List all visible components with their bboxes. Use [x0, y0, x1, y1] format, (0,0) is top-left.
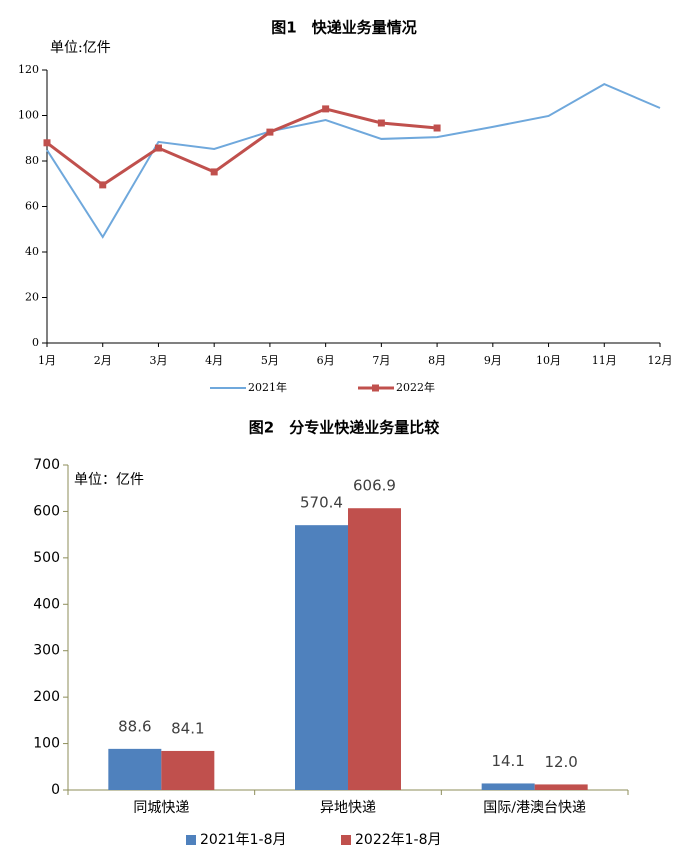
- legend-swatch: [341, 835, 351, 845]
- x-tick-label: 11月: [592, 354, 617, 367]
- x-tick-label: 5月: [261, 354, 279, 367]
- x-tick-label: 12月: [648, 354, 673, 367]
- chart-title: 图1 快递业务量情况: [271, 19, 416, 37]
- y-tick-label: 600: [33, 503, 60, 519]
- y-tick-label: 100: [33, 736, 60, 752]
- y-tick-label: 400: [33, 596, 60, 612]
- y-tick-label: 60: [25, 200, 39, 213]
- bar: [161, 750, 215, 790]
- x-tick-label: 国际/港澳台快递: [483, 800, 586, 816]
- legend-marker: [372, 384, 379, 392]
- value-label: 14.1: [491, 752, 524, 770]
- x-tick-label: 同城快递: [133, 800, 189, 816]
- legend-swatch: [186, 835, 196, 845]
- point: [154, 144, 162, 152]
- y-tick-label: 300: [33, 643, 60, 659]
- y-tick-label: 100: [18, 109, 39, 122]
- x-tick-label: 2月: [94, 354, 112, 367]
- x-tick-label: 10月: [536, 354, 561, 367]
- y-tick-label: 120: [18, 63, 39, 76]
- chart-title: 图2 分专业快递业务量比较: [249, 419, 439, 437]
- bar: [534, 784, 588, 790]
- point: [322, 105, 330, 113]
- point: [43, 139, 51, 147]
- value-label: 84.1: [171, 719, 204, 737]
- bar: [108, 748, 162, 790]
- value-label: 88.6: [118, 717, 151, 735]
- point: [433, 124, 441, 132]
- point: [210, 168, 218, 176]
- x-tick-label: 7月: [372, 354, 390, 367]
- bar: [295, 525, 348, 790]
- y-tick-label: 500: [33, 550, 60, 566]
- line-series: [46, 107, 438, 187]
- point: [377, 119, 385, 127]
- line-series: [46, 82, 661, 239]
- x-tick-label: 4月: [205, 354, 223, 367]
- x-tick-label: 8月: [428, 354, 446, 367]
- value-label: 12.0: [544, 753, 577, 771]
- legend-label: 2022年: [396, 380, 435, 394]
- x-tick-label: 6月: [317, 354, 335, 367]
- legend-label: 2021年: [248, 380, 287, 394]
- x-tick-label: 9月: [484, 354, 502, 367]
- x-tick-label: 异地快递: [320, 800, 376, 816]
- legend-label: 2021年1-8月: [200, 832, 287, 848]
- y-tick-label: 40: [25, 245, 39, 258]
- x-tick-label: 3月: [149, 354, 167, 367]
- y-tick-label: 20: [25, 291, 39, 304]
- point: [99, 181, 107, 189]
- bar: [481, 783, 535, 790]
- y-tick-label: 80: [25, 154, 39, 167]
- value-label: 570.4: [300, 494, 343, 512]
- point: [266, 128, 274, 136]
- unit-label: 单位：亿件: [74, 472, 144, 488]
- y-tick-label: 700: [33, 457, 60, 473]
- x-tick-label: 1月: [38, 354, 56, 367]
- bar: [348, 508, 401, 790]
- y-tick-label: 0: [32, 336, 39, 349]
- y-tick-label: 0: [51, 782, 60, 798]
- value-label: 606.9: [353, 477, 396, 495]
- y-tick-label: 200: [33, 689, 60, 705]
- legend-label: 2022年1-8月: [355, 832, 442, 848]
- unit-label: 单位:亿件: [50, 40, 111, 56]
